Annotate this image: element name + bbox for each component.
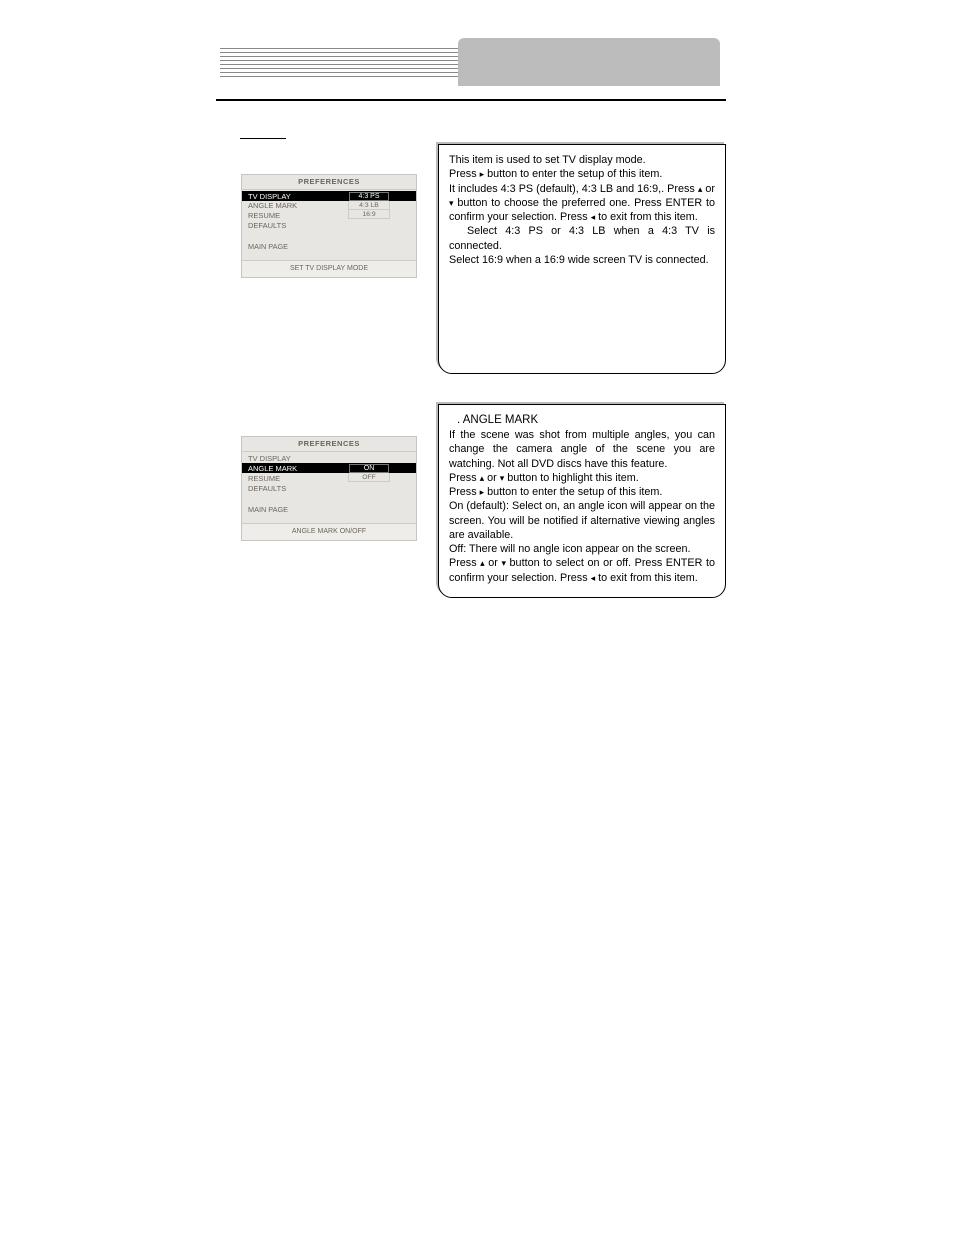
- callout-text: On (default): Select on, an angle icon w…: [449, 499, 715, 542]
- osd-item-value-selected: 4:3 PS: [327, 191, 411, 201]
- osd-item-option: 4:3 LB: [348, 201, 390, 210]
- osd-row-tvdisplay: TV DISPLAY 4:3 PS: [242, 191, 416, 201]
- callout-text: Select 4:3 PS or 4:3 LB when a 4:3 TV is…: [449, 224, 715, 253]
- osd-row-defaults: DEFAULTS: [242, 220, 416, 230]
- header-divider: [216, 99, 726, 101]
- osd-item-label: DEFAULTS: [242, 221, 327, 230]
- callout-text: Select 16:9 when a 16:9 wide screen TV i…: [449, 253, 715, 267]
- osd-title: PREFERENCES: [242, 175, 416, 190]
- callout-text: Press ▴ or ▾ button to highlight this it…: [449, 471, 715, 485]
- callout-text: Press ▴ or ▾ button to select on or off.…: [449, 556, 715, 585]
- osd-menu-tvdisplay: PREFERENCES TV DISPLAY 4:3 PS 4:3 LB 16:…: [241, 174, 417, 278]
- osd-item-label: TV DISPLAY: [242, 192, 327, 201]
- osd-body: TV DISPLAY ANGLE MARK ON OFF RESUME DEFA…: [242, 452, 416, 523]
- header-tab: [458, 38, 720, 86]
- osd-item-option: 16:9: [348, 210, 390, 219]
- osd-footer: ANGLE MARK ON/OFF: [242, 523, 416, 540]
- osd-item-label: DEFAULTS: [242, 484, 327, 493]
- osd-row-defaults: DEFAULTS: [242, 483, 416, 493]
- callout-tvdisplay: This item is used to set TV display mode…: [438, 144, 726, 374]
- osd-body: TV DISPLAY 4:3 PS 4:3 LB 16:9 ANGLE MARK…: [242, 190, 416, 260]
- osd-row-anglemark: ANGLE MARK ON: [242, 463, 416, 473]
- callout-anglemark: . ANGLE MARK If the scene was shot from …: [438, 404, 726, 598]
- osd-mainpage: MAIN PAGE: [242, 230, 416, 259]
- callout-text: Press ▸ button to enter the setup of thi…: [449, 485, 715, 499]
- osd-item-value-selected: ON: [327, 463, 411, 473]
- header-rule-lines: [220, 48, 460, 80]
- osd-item-label: ANGLE MARK: [242, 201, 327, 210]
- section-underline: [240, 138, 286, 139]
- callout-text: It includes 4:3 PS (default), 4:3 LB and…: [449, 182, 715, 225]
- callout-text: If the scene was shot from multiple angl…: [449, 428, 715, 471]
- callout-heading: . ANGLE MARK: [449, 413, 715, 428]
- osd-item-option: OFF: [348, 473, 390, 482]
- osd-title: PREFERENCES: [242, 437, 416, 452]
- callout-text: Off: There will no angle icon appear on …: [449, 542, 715, 556]
- osd-item-label: RESUME: [242, 474, 327, 483]
- osd-item-label: ANGLE MARK: [242, 464, 327, 473]
- callout-text: This item is used to set TV display mode…: [449, 153, 715, 167]
- osd-menu-anglemark: PREFERENCES TV DISPLAY ANGLE MARK ON OFF…: [241, 436, 417, 541]
- osd-footer: SET TV DISPLAY MODE: [242, 260, 416, 277]
- osd-item-label: TV DISPLAY: [242, 454, 327, 463]
- callout-text: Press ▸ button to enter the setup of thi…: [449, 167, 715, 181]
- osd-row-tvdisplay: TV DISPLAY: [242, 453, 416, 463]
- osd-item-label: RESUME: [242, 211, 327, 220]
- osd-mainpage: MAIN PAGE: [242, 493, 416, 522]
